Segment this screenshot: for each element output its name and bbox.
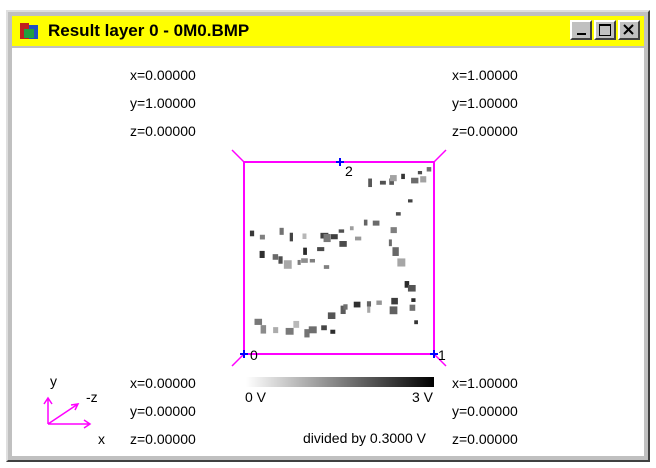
- corner-coordinate: x=0.00000: [130, 375, 196, 391]
- result-map: [250, 167, 431, 337]
- marker-crosses: [240, 158, 438, 358]
- result-blob: [364, 220, 368, 226]
- result-blob: [350, 226, 354, 230]
- result-blob: [317, 247, 324, 251]
- layer-frame: [244, 162, 434, 354]
- result-blob: [250, 231, 254, 237]
- result-blob: [278, 256, 282, 263]
- result-blob: [330, 330, 335, 334]
- result-blob: [310, 259, 315, 263]
- result-blob: [368, 179, 372, 188]
- axis-label: -z: [86, 389, 98, 405]
- axes-icon: [44, 398, 90, 428]
- colorbar: [246, 377, 434, 387]
- result-blob: [286, 328, 294, 335]
- colorbar-min: 0 V: [245, 389, 267, 405]
- corner-coordinate: z=0.00000: [130, 431, 196, 447]
- result-blob: [392, 247, 398, 256]
- axis-label: x: [98, 431, 105, 447]
- result-blob: [298, 260, 301, 265]
- result-blob: [391, 227, 397, 233]
- marker-label: 2: [345, 163, 353, 179]
- result-blob: [391, 298, 398, 305]
- result-blob: [339, 229, 344, 232]
- result-blob: [354, 302, 361, 308]
- marker-label: 0: [250, 347, 258, 363]
- result-blob: [376, 301, 381, 305]
- result-blob: [260, 235, 265, 240]
- result-blob: [420, 176, 426, 182]
- result-blob: [408, 199, 413, 202]
- result-blob: [324, 234, 331, 242]
- result-blob: [309, 326, 317, 333]
- result-blob: [380, 181, 386, 185]
- result-blob: [303, 248, 307, 255]
- axis-label: y: [50, 373, 57, 389]
- result-blob: [390, 175, 397, 181]
- corner-coordinate: x=0.00000: [130, 67, 196, 83]
- result-blob: [293, 321, 299, 328]
- result-blob: [339, 241, 346, 247]
- result-blob: [408, 285, 416, 292]
- corner-coordinate: y=0.00000: [130, 403, 196, 419]
- result-blob: [328, 312, 336, 319]
- result-blob: [367, 301, 371, 306]
- result-blob: [373, 221, 380, 226]
- result-blob: [301, 258, 308, 263]
- marker-label: 1: [438, 347, 446, 363]
- result-blob: [343, 304, 347, 309]
- corner-coordinate: z=0.00000: [452, 123, 518, 139]
- corner-coordinate: y=1.00000: [130, 95, 196, 111]
- result-blob: [390, 306, 398, 314]
- result-blob: [411, 298, 415, 302]
- result-blob: [331, 234, 338, 239]
- result-blob: [303, 233, 307, 239]
- result-blob: [418, 171, 422, 174]
- result-blob: [280, 228, 284, 235]
- result-blob: [290, 233, 293, 242]
- corner-coordinate: y=1.00000: [452, 95, 518, 111]
- result-blob: [427, 167, 432, 171]
- result-blob: [261, 325, 266, 333]
- corner-coordinate: y=0.00000: [452, 403, 518, 419]
- corner-coordinate: x=1.00000: [452, 67, 518, 83]
- result-view: 2 0 1 0 V 3 V divided by 0.3000 V y -z x…: [0, 0, 656, 468]
- corner-coordinate: x=1.00000: [452, 375, 518, 391]
- colorbar-max: 3 V: [412, 389, 434, 405]
- result-blob: [411, 178, 418, 184]
- result-blob: [260, 251, 265, 258]
- result-blob: [284, 260, 292, 269]
- corner-coordinate: z=0.00000: [452, 431, 518, 447]
- result-blob: [367, 307, 370, 313]
- result-blob: [414, 320, 418, 324]
- result-blob: [324, 265, 329, 269]
- result-blob: [255, 319, 263, 325]
- result-blob: [355, 237, 361, 241]
- result-blob: [410, 305, 416, 311]
- colorbar-note: divided by 0.3000 V: [303, 430, 427, 446]
- result-blob: [397, 258, 405, 266]
- result-blob: [321, 325, 327, 330]
- result-blob: [401, 174, 405, 179]
- result-blob: [396, 212, 401, 215]
- corner-coordinate: z=0.00000: [130, 123, 196, 139]
- result-blob: [273, 254, 278, 260]
- result-blob: [389, 239, 392, 246]
- result-blob: [273, 327, 278, 333]
